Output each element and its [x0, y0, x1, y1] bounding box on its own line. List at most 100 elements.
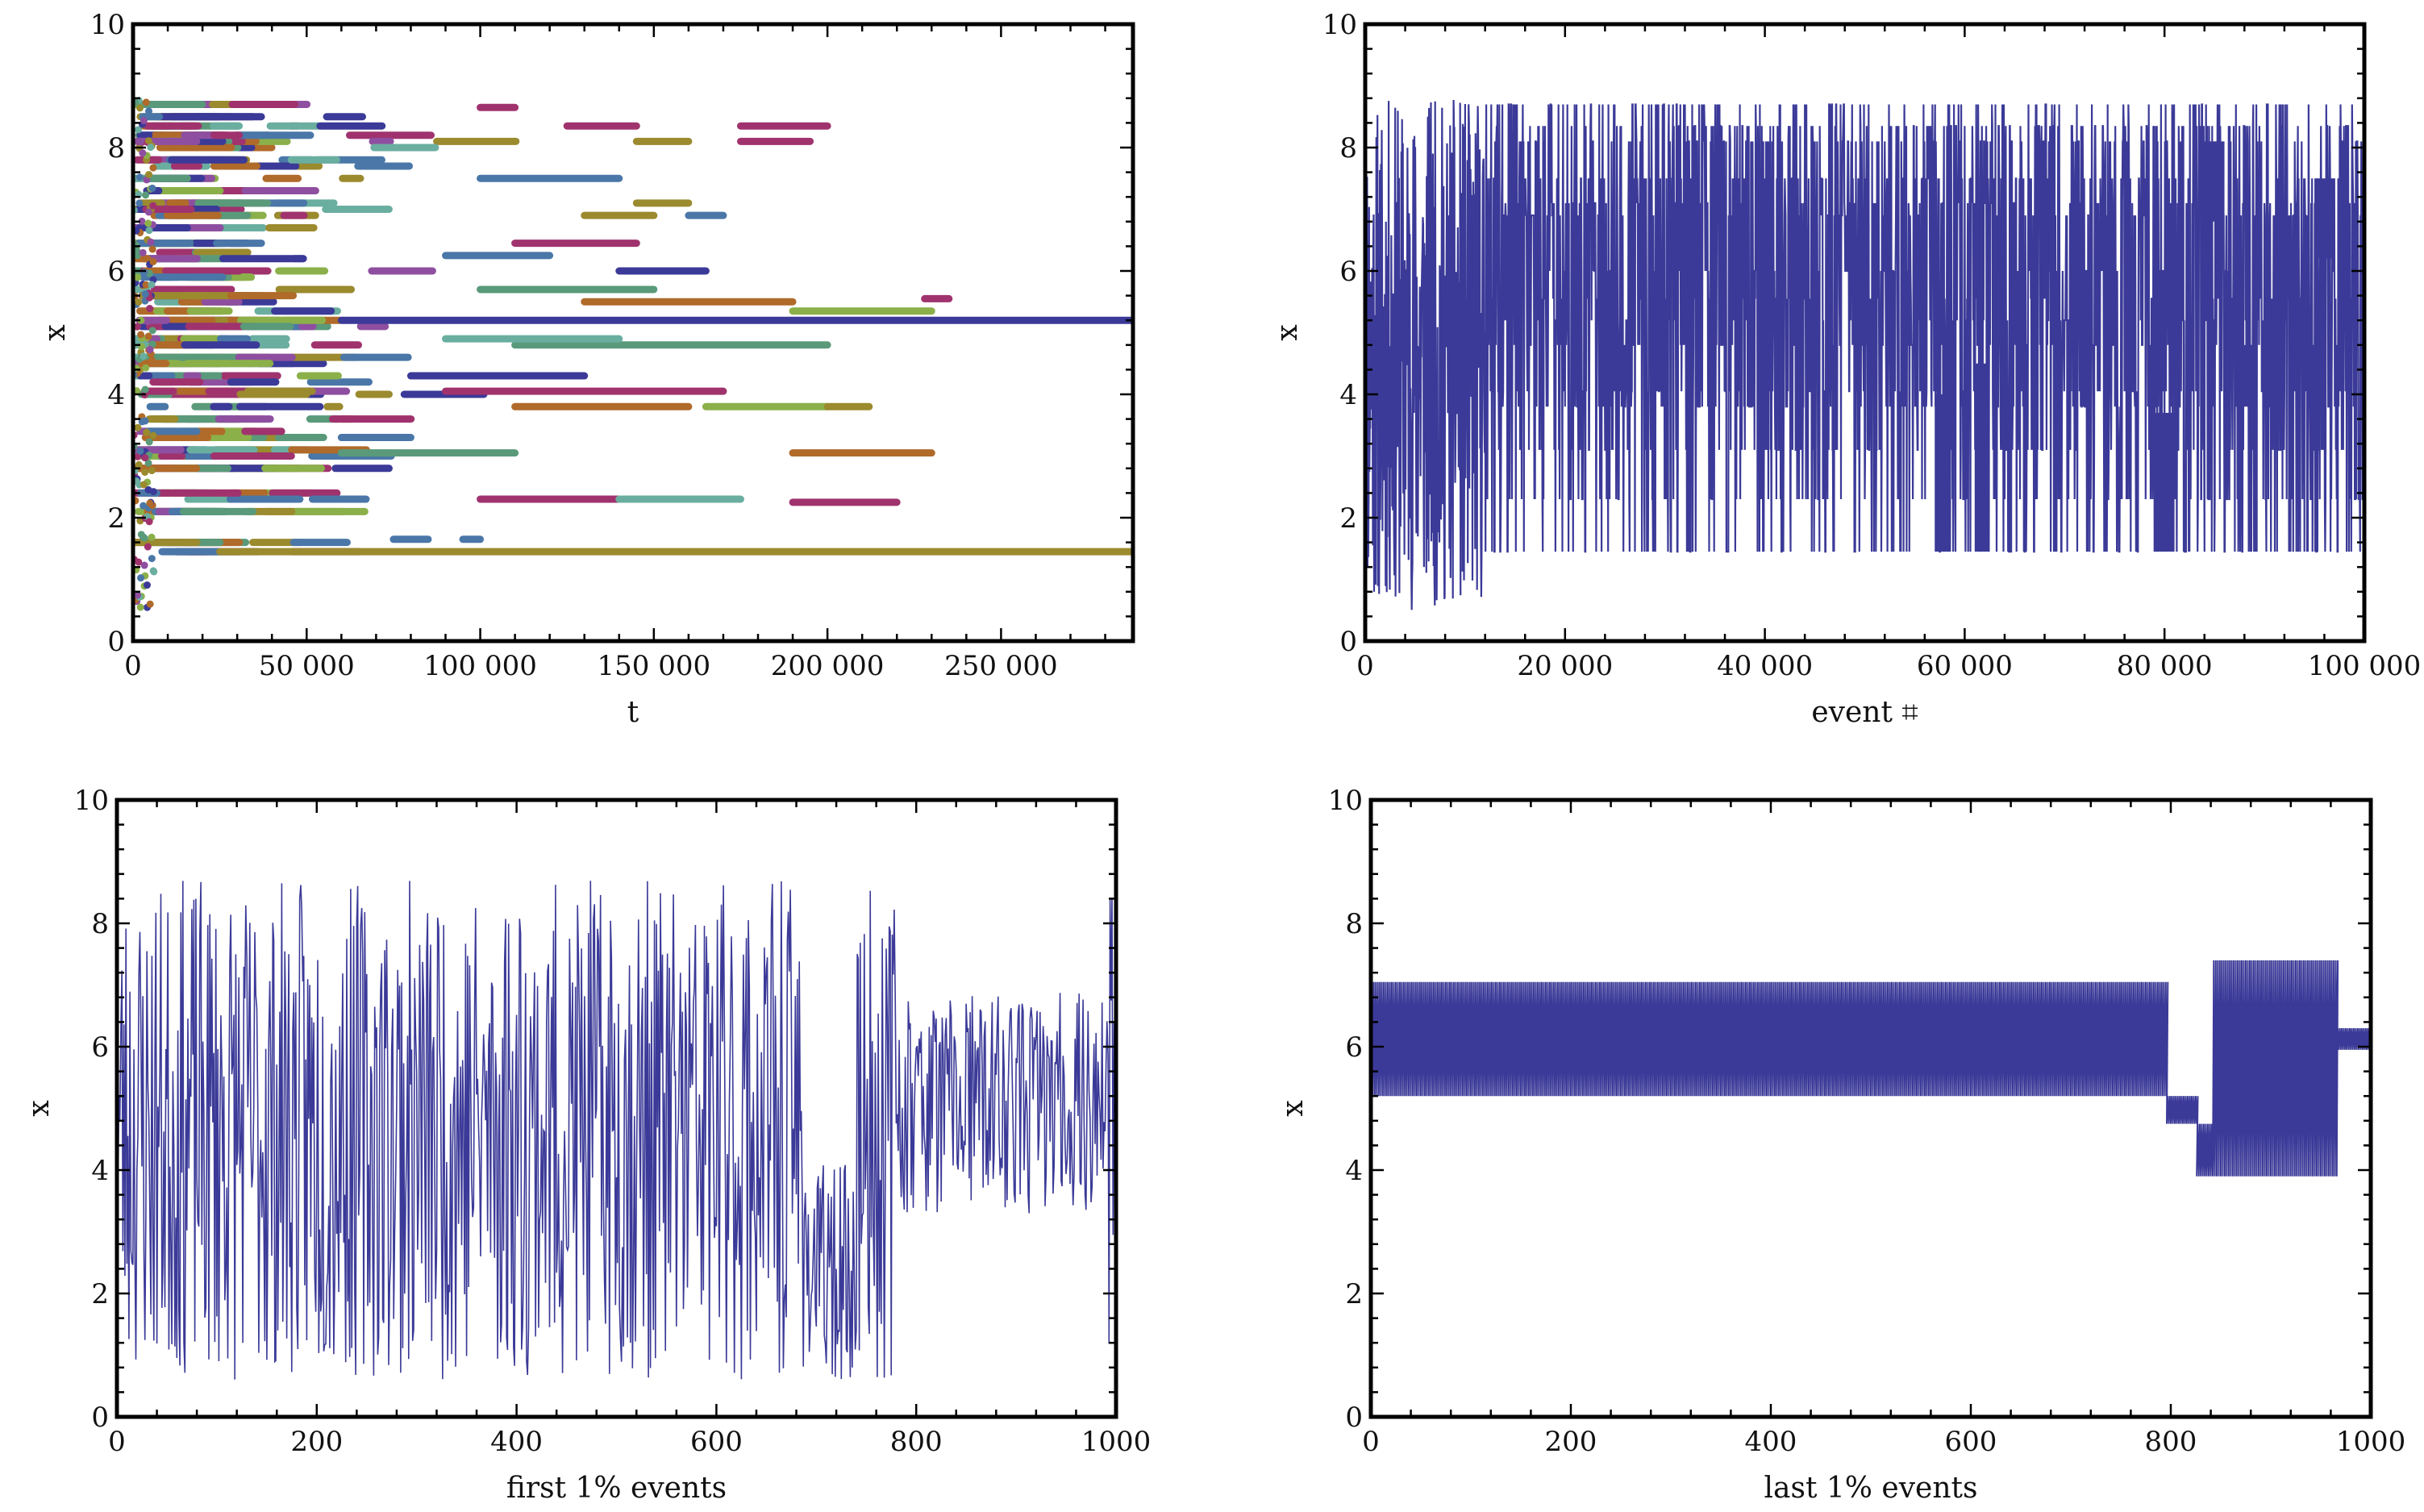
scatter-point	[144, 485, 152, 494]
scatter-point	[144, 219, 152, 227]
scatter-point	[141, 454, 149, 462]
topleft-frame	[131, 22, 1135, 644]
topright-x-tick-labels: 0 20 000 40 000 60 000 80 000 100 000	[1356, 650, 2421, 682]
x-tick-label: 100 000	[2308, 650, 2422, 682]
scatter-point	[139, 248, 147, 256]
scatter-point	[142, 191, 150, 199]
event-series-band	[1935, 394, 1950, 552]
scatter-point	[134, 452, 142, 460]
scatter-point	[148, 533, 156, 541]
topright-marks	[1365, 99, 2364, 610]
x-tick-label: 200 000	[771, 650, 885, 682]
y-tick-label: 6	[1339, 256, 1357, 288]
scatter-point	[144, 543, 152, 551]
scatter-point	[142, 281, 150, 289]
x-tick-label: 0	[108, 1426, 126, 1458]
bottomleft-marks	[117, 881, 1116, 1380]
y-tick-label: 2	[1345, 1278, 1363, 1310]
scatter-point	[141, 385, 149, 394]
scatter-point	[148, 467, 156, 475]
y-tick-label: 8	[107, 132, 125, 165]
scatter-point	[148, 327, 156, 335]
scatter-point	[139, 149, 147, 157]
topright-y-tick-labels: 0 2 4 6 8 10	[1322, 9, 1357, 658]
scatter-point	[140, 481, 148, 489]
y-tick-label: 2	[1339, 502, 1357, 535]
y-tick-label: 4	[91, 1155, 109, 1187]
bottomleft-y-tick-labels: 0 2 4 6 8 10	[74, 785, 109, 1434]
scatter-point	[143, 428, 151, 436]
y-tick-label: 6	[107, 256, 125, 288]
scatter-point	[146, 346, 154, 354]
scatter-point	[145, 438, 153, 446]
scatter-point	[136, 603, 144, 611]
scatter-point	[144, 318, 152, 326]
scatter-point	[147, 238, 155, 246]
y-tick-label: 0	[1345, 1402, 1363, 1434]
scatter-point	[148, 340, 156, 348]
x-tick-label: 50 000	[259, 650, 355, 682]
event-series-band	[2234, 344, 2255, 407]
event-series-band	[2314, 178, 2334, 259]
scatter-point	[137, 316, 145, 324]
scatter-point	[134, 591, 142, 599]
topleft-ticks	[131, 23, 1133, 643]
bottomright-x-tick-labels: 0 200 400 600 800 1000	[1362, 1426, 2405, 1458]
scatter-point	[134, 423, 142, 431]
y-tick-label: 4	[107, 379, 125, 411]
scatter-point	[142, 98, 150, 106]
chart-bottomright: 0 200 400 600 800 1000 0 2 4 6 8 10 last 1% events…	[1277, 785, 2405, 1505]
chart-topleft: 0 50 000 100 000 150 000 200 000 250 000 0 2 4 6…	[39, 9, 1135, 729]
bottomleft-ticks	[115, 798, 1118, 1418]
x-tick-label: 1000	[1081, 1426, 1152, 1458]
bottomright-marks	[1371, 960, 2371, 1177]
bottomright-ticks	[1369, 798, 2372, 1418]
scatter-point	[149, 257, 157, 265]
scatter-point	[133, 323, 141, 331]
scatter-point	[146, 499, 154, 507]
bottomleft-y-axis-label: x	[23, 1100, 56, 1116]
y-tick-label: 10	[90, 9, 125, 41]
x-tick-label: 800	[890, 1426, 943, 1458]
scatter-point	[140, 561, 148, 569]
x-tick-label: 400	[1745, 1426, 1797, 1458]
chart-bottomleft: 0 200 400 600 800 1000 0 2 4 6 8 10 first 1% event…	[23, 785, 1151, 1505]
event-series-line	[1365, 99, 2364, 610]
scatter-point	[141, 290, 149, 298]
scatter-point	[148, 184, 156, 192]
x-tick-label: 200	[290, 1426, 343, 1458]
scatter-point	[148, 356, 156, 364]
scatter-point	[140, 534, 148, 542]
event-series-band	[2204, 141, 2225, 222]
scatter-point	[144, 459, 152, 467]
x-tick-label: 0	[124, 650, 142, 682]
scatter-point	[140, 502, 148, 510]
y-tick-label: 4	[1345, 1155, 1363, 1187]
last-events-line	[1371, 960, 2371, 1177]
x-tick-label: 40 000	[1717, 650, 1813, 682]
y-tick-label: 10	[1322, 9, 1357, 41]
scatter-point	[135, 460, 143, 469]
bottomleft-x-tick-labels: 0 200 400 600 800 1000	[108, 1426, 1151, 1458]
topright-x-axis-label: event ⌗	[1811, 696, 1918, 729]
y-tick-label: 8	[1339, 132, 1357, 165]
x-tick-label: 250 000	[944, 650, 1058, 682]
topleft-marks	[133, 97, 1133, 611]
y-tick-label: 8	[91, 908, 109, 940]
scatter-point	[144, 107, 152, 115]
scatter-point	[140, 116, 148, 124]
y-tick-label: 8	[1345, 908, 1363, 940]
scatter-point	[135, 104, 144, 112]
scatter-point	[135, 298, 143, 306]
event-series-band	[2154, 412, 2175, 552]
topright-y-axis-label: x	[1271, 324, 1304, 340]
x-tick-label: 20 000	[1517, 650, 1613, 682]
scatter-point	[146, 305, 154, 313]
x-tick-label: 0	[1362, 1426, 1380, 1458]
scatter-point	[140, 352, 148, 360]
scatter-point	[136, 138, 144, 146]
scatter-point	[148, 555, 156, 563]
y-tick-label: 10	[1328, 785, 1363, 817]
topleft-y-axis-label: x	[39, 324, 72, 340]
x-tick-label: 800	[2145, 1426, 2197, 1458]
